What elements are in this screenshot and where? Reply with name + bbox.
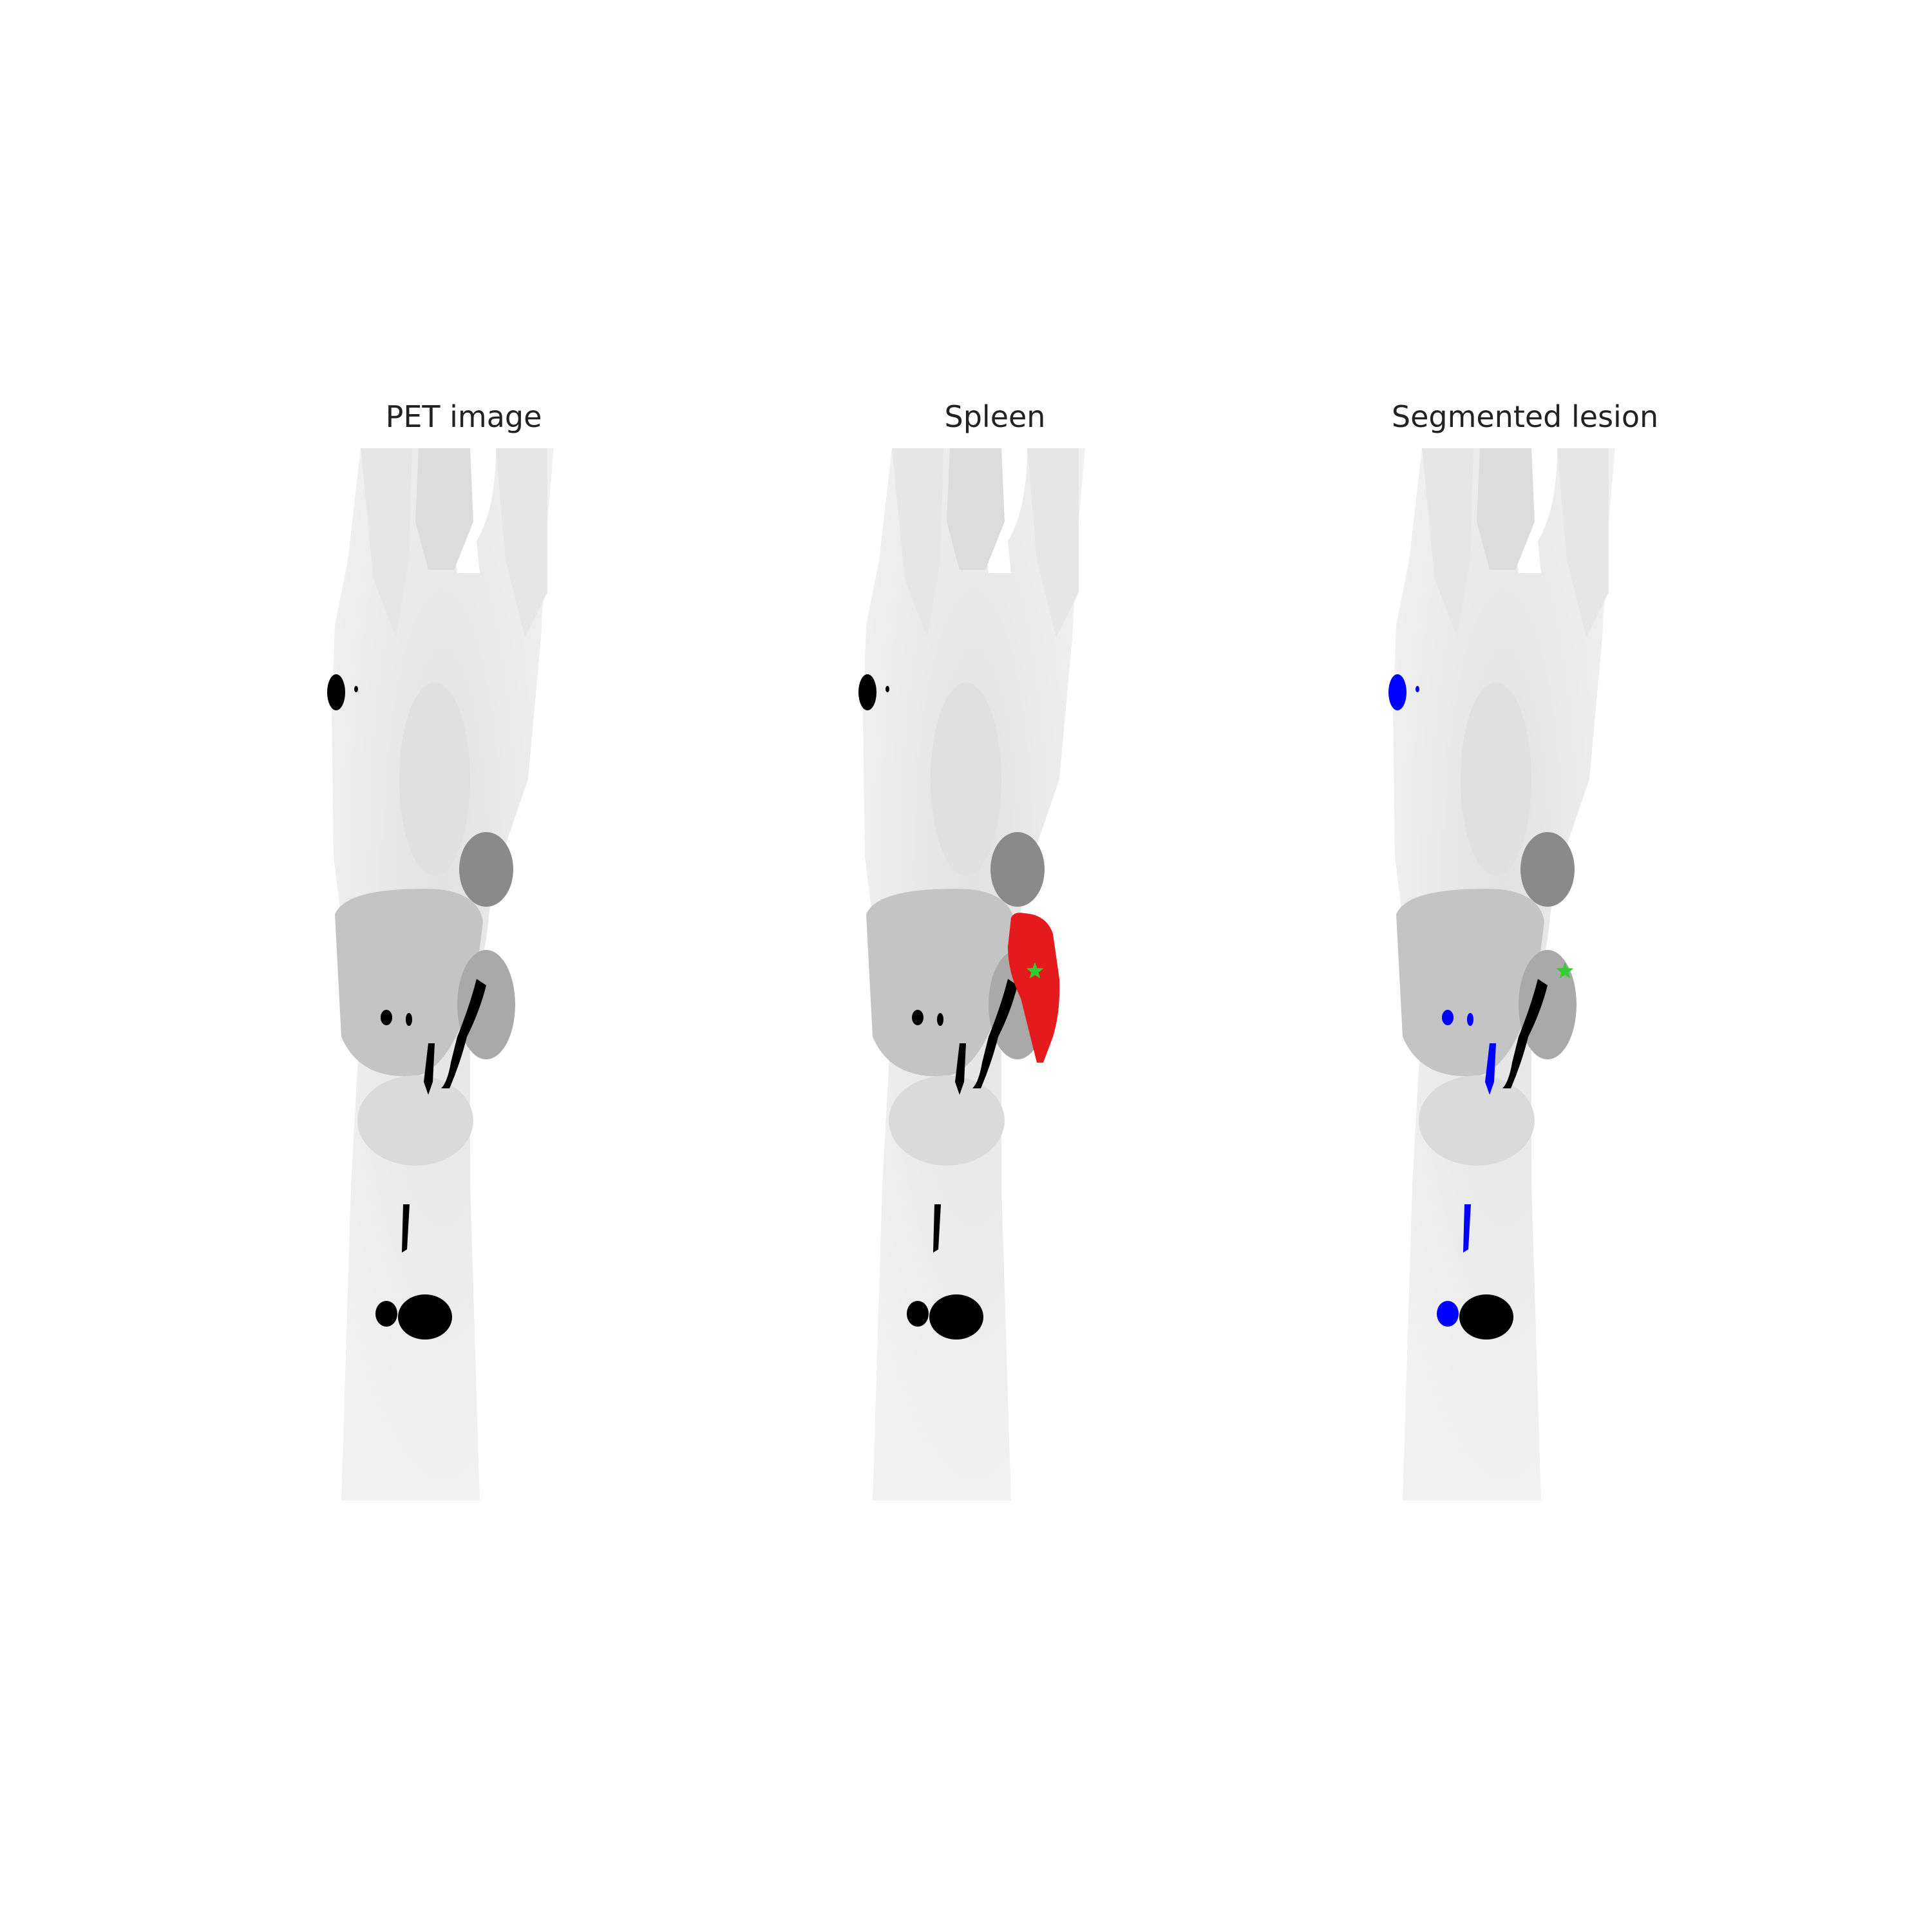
axillary-uptake [1388, 674, 1406, 710]
inguinal-uptake [907, 1301, 929, 1327]
pet-image-panel [264, 444, 663, 1513]
right-arm [892, 448, 943, 638]
kidney [1519, 950, 1577, 1059]
axillary-uptake [858, 674, 876, 710]
spleen-panel [795, 444, 1195, 1513]
nodal-uptake-1 [912, 1010, 923, 1025]
kidney [457, 950, 515, 1059]
spleen-mask [1008, 913, 1060, 1063]
pelvis [889, 1075, 1005, 1166]
right-arm [361, 448, 412, 638]
bladder [929, 1294, 983, 1340]
head-neck [947, 448, 1005, 570]
inguinal-uptake [1437, 1301, 1459, 1327]
nodal-uptake-3 [955, 1043, 966, 1095]
small-uptake [886, 686, 889, 692]
pelvis [357, 1075, 473, 1166]
lesion-panel [1325, 444, 1725, 1513]
head-neck [415, 448, 473, 570]
panel-title-spleen: Spleen [944, 399, 1046, 434]
nodal-uptake-2 [406, 1013, 412, 1026]
ureter-uptake [441, 979, 486, 1088]
nodal-uptake-2 [937, 1013, 943, 1026]
pet-mip-image [858, 448, 1085, 1501]
spleen-centroid-star [1026, 962, 1044, 979]
nodal-uptake-2 [1467, 1013, 1473, 1026]
bladder [398, 1294, 452, 1340]
iliac-uptake [933, 1204, 941, 1253]
liver [1396, 889, 1544, 1077]
inguinal-uptake [375, 1301, 397, 1327]
heart [1520, 832, 1575, 907]
left-arm [496, 448, 547, 638]
heart [459, 832, 513, 907]
iliac-uptake [402, 1204, 410, 1253]
nodal-uptake-3 [424, 1043, 435, 1095]
liver [335, 889, 483, 1077]
iliac-uptake [1463, 1204, 1471, 1253]
liver [866, 889, 1014, 1077]
small-uptake [1416, 686, 1419, 692]
bladder [1459, 1294, 1513, 1340]
mediastinum [399, 683, 470, 876]
head-neck [1477, 448, 1535, 570]
nodal-uptake-1 [1442, 1010, 1454, 1025]
mediastinum [1461, 683, 1531, 876]
right-arm [1422, 448, 1473, 638]
nodal-uptake-3 [1485, 1043, 1496, 1095]
spleen-centroid-star [1556, 962, 1574, 979]
axillary-uptake [327, 674, 345, 710]
nodal-uptake-1 [381, 1010, 392, 1025]
pet-mip-image [1388, 448, 1615, 1501]
pet-mip-image [327, 448, 554, 1501]
small-uptake [354, 686, 358, 692]
left-arm [1557, 448, 1609, 638]
ureter-uptake [972, 979, 1018, 1088]
pelvis [1419, 1075, 1535, 1166]
left-arm [1027, 448, 1079, 638]
mediastinum [931, 683, 1001, 876]
panel-title-pet: PET image [385, 399, 542, 434]
panel-title-lesion: Segmented lesion [1391, 399, 1659, 434]
heart [990, 832, 1045, 907]
ureter-uptake [1502, 979, 1548, 1088]
